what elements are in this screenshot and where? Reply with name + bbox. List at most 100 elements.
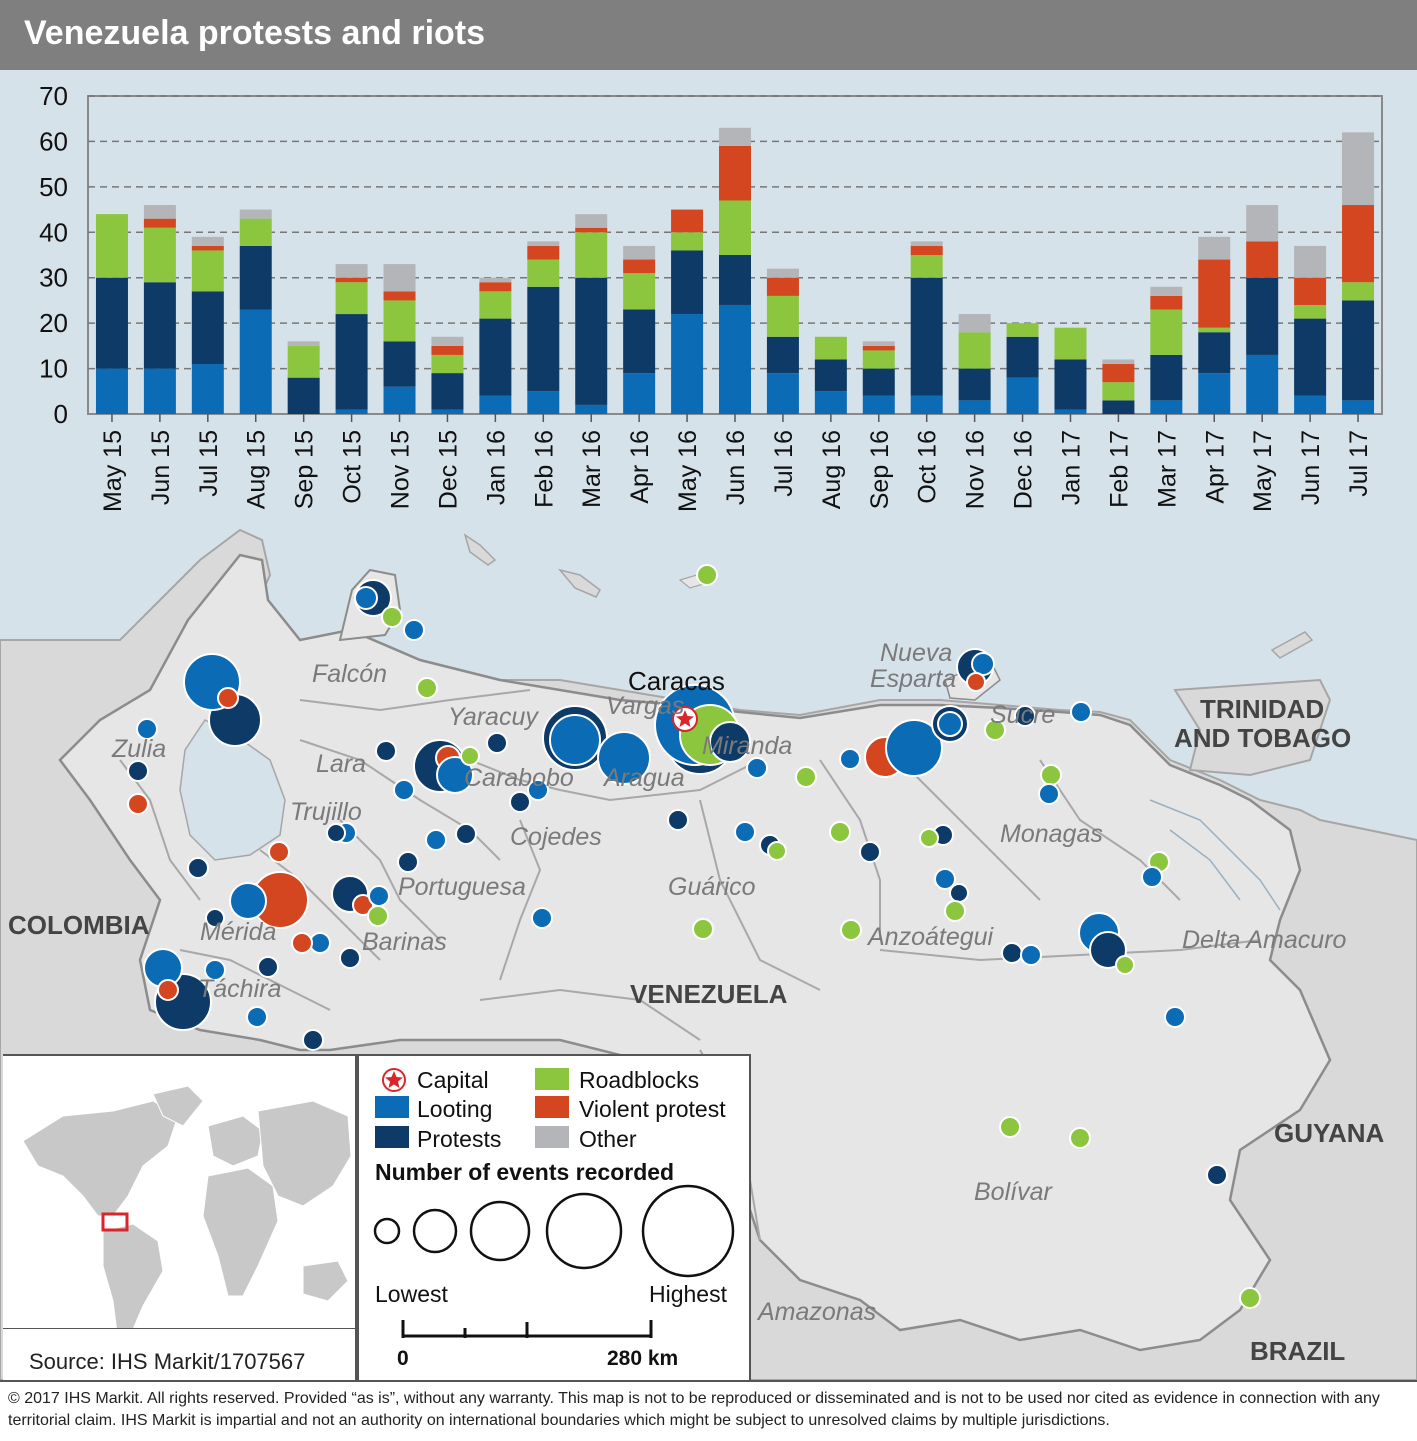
event-bubble (509, 791, 531, 813)
chart-bars (95, 127, 1375, 414)
bar-looting (862, 395, 895, 414)
rivers (1149, 799, 1281, 911)
event-bubble (381, 606, 403, 628)
event-bubble (326, 823, 346, 843)
x-tick-label: Jan 17 (1057, 430, 1085, 505)
event-bubble (229, 882, 267, 920)
x-tick-label: May 15 (99, 430, 127, 512)
x-tick-label: Jun 17 (1297, 430, 1325, 505)
state-label-aragua: Aragua (602, 764, 685, 792)
bar-violent-protest (910, 245, 943, 255)
continent-asia (257, 1100, 352, 1207)
source-text: Source: IHS Markit/1707567 (29, 1349, 306, 1374)
bar-protests (143, 282, 176, 369)
bar-protests (814, 359, 847, 392)
event-bubble (795, 766, 817, 788)
legend-violent-protest: Violent protest (535, 1096, 726, 1122)
curacao-island (557, 568, 601, 598)
bar-other (527, 241, 560, 246)
event-bubble (709, 721, 751, 763)
bar-roadblocks (1342, 282, 1375, 301)
x-tick-label: Mar 17 (1153, 430, 1181, 508)
copyright-footer: © 2017 IHS Markit. All rights reserved. … (0, 1380, 1417, 1441)
event-bubble (1141, 866, 1163, 888)
bar-other (383, 264, 416, 292)
legend-label-protests: Protests (417, 1126, 501, 1152)
bar-protests (383, 341, 416, 387)
size-circle-1 (373, 1217, 401, 1245)
event-bubble (734, 821, 756, 843)
bar-violent-protest (527, 245, 560, 260)
y-tick-label: 20 (39, 308, 68, 338)
bar-protests (1006, 336, 1039, 378)
bar-violent-protest (143, 218, 176, 228)
size-circle-2 (412, 1208, 458, 1254)
legend: Capital Looting Protests Roadblocks Viol… (357, 1054, 751, 1380)
event-bubble (934, 868, 956, 890)
y-tick-label: 60 (39, 126, 68, 156)
legend-looting: Looting (375, 1096, 492, 1122)
state-label-falcon: Falcón (312, 660, 387, 688)
source-box: Source: IHS Markit/1707567 (3, 1328, 357, 1379)
copyright-text: © 2017 IHS Markit. All rights reserved. … (8, 1390, 1380, 1429)
y-axis-ticks: 0 10 20 30 40 50 60 70 (39, 81, 68, 429)
event-bubble (531, 907, 553, 929)
bar-other (1342, 132, 1375, 206)
bar-roadblocks (1198, 327, 1231, 333)
bar-roadblocks (671, 232, 704, 251)
legend-roadblocks: Roadblocks (535, 1067, 699, 1093)
event-bubble (746, 757, 768, 779)
event-bubble (1038, 783, 1060, 805)
legend-size-high: Highest (649, 1281, 728, 1307)
bar-protests (671, 250, 704, 315)
bar-protests (719, 255, 751, 305)
legend-swatch-other (535, 1126, 569, 1148)
bar-looting (143, 368, 176, 414)
event-bubble (1115, 955, 1135, 975)
event-bubbles (127, 564, 1261, 1309)
state-label-vargas: Vargas (606, 692, 684, 720)
event-bubble (393, 779, 415, 801)
bar-other (958, 314, 991, 333)
bar-violent-protest (1294, 277, 1327, 305)
event-bubble (840, 919, 862, 941)
event-bubble (367, 905, 389, 927)
bar-roadblocks (958, 332, 991, 369)
bar-protests (1246, 277, 1279, 355)
stacked-bar-chart: 0 10 20 30 40 50 60 70 May 15 Jun 15 Jul 15 Aug 15… (39, 81, 1383, 512)
event-bubble (692, 918, 714, 940)
bar-violent-protest (383, 291, 416, 301)
x-tick-label: Dec 16 (1010, 430, 1038, 509)
bar-protests (431, 373, 464, 410)
state-label-guarico: Guárico (668, 873, 756, 901)
continent-europe (207, 1115, 264, 1167)
bar-roadblocks (1006, 323, 1039, 337)
event-bubble (1070, 701, 1092, 723)
event-bubble (999, 1116, 1021, 1138)
bar-violent-protest (1102, 364, 1135, 383)
event-bubble (187, 857, 209, 879)
bar-roadblocks (527, 259, 560, 287)
bar-roadblocks (1102, 382, 1135, 401)
bar-looting (1054, 409, 1087, 414)
state-label-miranda: Miranda (702, 732, 792, 760)
bar-other (575, 214, 608, 228)
bar-protests (335, 314, 368, 410)
state-label-monagas: Monagas (1000, 820, 1103, 848)
trinidad-island (1173, 678, 1332, 777)
state-label-amazonas: Amazonas (756, 1298, 876, 1326)
event-bubble (204, 959, 226, 981)
event-bubble (1014, 705, 1036, 727)
bar-looting (527, 391, 560, 414)
x-tick-label: Nov 15 (387, 430, 415, 509)
bar-roadblocks (814, 336, 847, 360)
event-bubble (527, 779, 549, 801)
event-bubble (919, 828, 939, 848)
event-bubble (302, 1029, 324, 1051)
bar-other (766, 268, 799, 278)
bar-protests (95, 277, 128, 369)
x-tick-label: May 16 (674, 430, 702, 512)
bar-violent-protest (862, 345, 895, 351)
x-tick-label: Jul 17 (1345, 430, 1373, 497)
legend-swatch-protests (375, 1126, 409, 1148)
